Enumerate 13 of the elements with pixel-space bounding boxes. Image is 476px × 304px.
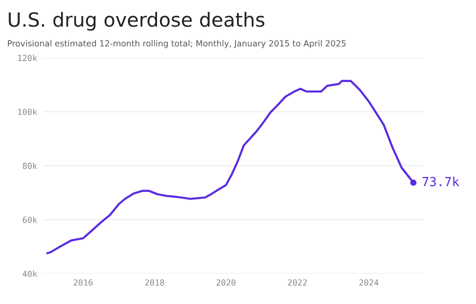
y-tick-label: 40k: [22, 270, 38, 277]
y-tick-label: 120k: [18, 54, 38, 62]
y-tick-label: 60k: [22, 216, 38, 223]
chart-title: U.S. drug overdose deaths: [8, 12, 264, 31]
chart-subtitle: Provisional estimated 12-month rolling total; Monthly, January 2015 to April 2025: [8, 40, 346, 48]
x-tick-label: 2022: [288, 279, 307, 286]
y-tick-label: 100k: [18, 108, 38, 116]
x-tick-label: 2016: [74, 279, 93, 286]
x-tick-label: 2024: [359, 279, 378, 286]
annotation: 73.7k: [422, 176, 460, 186]
y-tick-label: 80k: [22, 162, 38, 169]
x-tick-label: 2020: [216, 279, 236, 286]
x-tick-label: 2018: [145, 279, 164, 286]
